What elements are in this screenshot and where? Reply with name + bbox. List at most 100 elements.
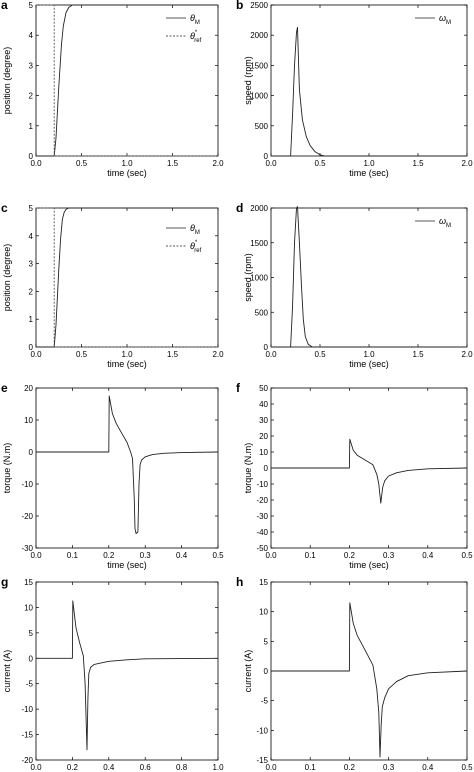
x-tick-label: 1.5 — [412, 350, 424, 359]
x-tick-label: 0.5 — [212, 551, 224, 560]
y-tick-label: 2 — [29, 92, 34, 101]
x-tick-label: 1.5 — [167, 159, 179, 168]
y-axis-label: torque (N.m) — [2, 443, 12, 494]
x-axis-label: time (sec) — [107, 359, 147, 369]
x-tick-label: 2.0 — [212, 159, 224, 168]
series-line-1 — [36, 600, 219, 751]
y-tick-label: 0 — [29, 343, 34, 352]
legend-label-1: θM — [190, 223, 200, 236]
series-line-2 — [36, 207, 218, 348]
y-tick-label: 0 — [29, 152, 34, 161]
y-tick-label: -15 — [21, 731, 33, 740]
x-tick-label: 0.2 — [67, 763, 79, 772]
y-tick-label: -20 — [21, 756, 33, 765]
x-tick-label: 0.4 — [422, 551, 434, 560]
y-tick-label: -30 — [256, 512, 268, 521]
x-tick-label: 0.1 — [305, 551, 317, 560]
y-tick-label: 40 — [259, 400, 268, 409]
y-tick-label: 4 — [29, 31, 34, 40]
y-tick-label: 10 — [24, 603, 33, 612]
y-tick-label: -20 — [256, 496, 268, 505]
x-axis-label: time (sec) — [107, 168, 147, 178]
series-line-1 — [271, 602, 468, 758]
x-tick-label: 0.0 — [265, 159, 277, 168]
x-tick-label: 0.4 — [176, 551, 188, 560]
x-tick-label: 0.4 — [422, 763, 434, 772]
y-axis-label: torque (N.m) — [243, 443, 253, 494]
y-axis-label: speed (rpm) — [243, 56, 253, 105]
chart-panel-b: b 0.0 0.5 1.0 1.5 2.0 0 500 1000 1500 2000 2500 time… — [236, 0, 473, 178]
y-tick-label: 2 — [29, 287, 34, 296]
x-tick-label: 1.0 — [121, 159, 133, 168]
y-tick-label: 5 — [29, 204, 34, 213]
y-tick-label: 2500 — [250, 1, 268, 10]
x-tick-label: 1.5 — [167, 350, 179, 359]
y-axis-label: speed (rpm) — [243, 253, 253, 302]
x-tick-label: 2.0 — [461, 350, 473, 359]
plot-frame — [35, 387, 219, 549]
plot-frame — [270, 4, 468, 157]
x-tick-label: 0.2 — [103, 551, 115, 560]
series-line-1 — [271, 438, 468, 504]
series-line-1 — [271, 26, 467, 157]
chart-panel-e: e 0.0 0.1 0.2 0.3 0.4 0.5 -30 -20 -10 0 10 20 time (s… — [1, 381, 224, 570]
legend: ωM — [415, 216, 451, 229]
chart-panel-a: a 0.0 0.5 1.0 1.5 2.0 0 1 2 3 4 5 time (sec) position… — [1, 0, 224, 178]
y-tick-label: 1000 — [250, 274, 268, 283]
y-tick-label: 0 — [29, 654, 34, 663]
x-tick-label: 0.0 — [265, 551, 277, 560]
y-tick-label: 5 — [29, 1, 34, 10]
series-line-1 — [36, 207, 218, 348]
panel-letter: e — [1, 381, 8, 395]
x-axis-label: time (sec) — [349, 359, 389, 369]
x-tick-label: 1.0 — [212, 763, 224, 772]
y-tick-label: 3 — [29, 61, 34, 70]
x-tick-label: 0.1 — [305, 763, 317, 772]
x-tick-label: 0.0 — [265, 350, 277, 359]
chart-panel-h: h0.00.10.20.30.40.5-15-10-5051015time (s… — [236, 575, 473, 772]
plot-frame — [35, 581, 219, 761]
y-tick-label: 5 — [264, 637, 269, 646]
chart-panel-d: d 0.0 0.5 1.0 1.5 2.0 0 500 1000 1500 2000 time (se… — [236, 201, 473, 369]
y-tick-label: -10 — [21, 705, 33, 714]
x-tick-label: 0.4 — [103, 763, 115, 772]
y-tick-label: 3 — [29, 260, 34, 269]
x-tick-label: 0.5 — [314, 350, 326, 359]
y-tick-label: -5 — [26, 680, 34, 689]
y-axis-label: position (degree) — [2, 244, 12, 312]
x-tick-label: 0.2 — [344, 763, 356, 772]
legend-label-1: θM — [190, 13, 200, 26]
x-axis-label: time (sec) — [349, 168, 389, 178]
plot-frame — [270, 207, 468, 348]
y-tick-label: 30 — [259, 416, 268, 425]
legend-label-2: θ* ref — [190, 30, 202, 44]
legend-label-2: θ* ref — [190, 240, 202, 254]
series-line-1 — [36, 4, 218, 157]
y-tick-label: 0 — [264, 343, 269, 352]
y-tick-label: 20 — [259, 432, 268, 441]
x-tick-label: 0.5 — [76, 159, 88, 168]
y-tick-label: 0 — [264, 667, 269, 676]
x-tick-label: 0.0 — [30, 350, 42, 359]
y-tick-label: 10 — [259, 448, 268, 457]
x-tick-label: 0.3 — [383, 763, 395, 772]
y-axis-label: current (A) — [243, 650, 253, 693]
chart-panel-c: c 0.0 0.5 1.0 1.5 2.0 0 1 2 3 4 5 time (sec) position… — [1, 201, 224, 369]
y-tick-label: 10 — [259, 608, 268, 617]
chart-panel-g: g0.00.20.40.60.81.0-20-15-10-5051015time… — [1, 575, 224, 772]
y-tick-label: 15 — [259, 578, 268, 587]
legend-label-1: ωM — [439, 13, 451, 26]
panel-letter: h — [236, 575, 243, 589]
y-tick-label: 2000 — [250, 31, 268, 40]
y-tick-label: 500 — [255, 308, 269, 317]
x-tick-label: 0.3 — [383, 551, 395, 560]
x-tick-label: 0.5 — [461, 763, 473, 772]
y-tick-label: -40 — [256, 528, 268, 537]
y-tick-label: 1 — [29, 315, 34, 324]
y-tick-label: 500 — [255, 122, 269, 131]
legend-label-1: ωM — [439, 216, 451, 229]
y-tick-label: -20 — [21, 512, 33, 521]
panel-letter: c — [1, 201, 8, 215]
x-axis-label: time (sec) — [349, 560, 389, 570]
y-tick-label: 2000 — [250, 204, 268, 213]
